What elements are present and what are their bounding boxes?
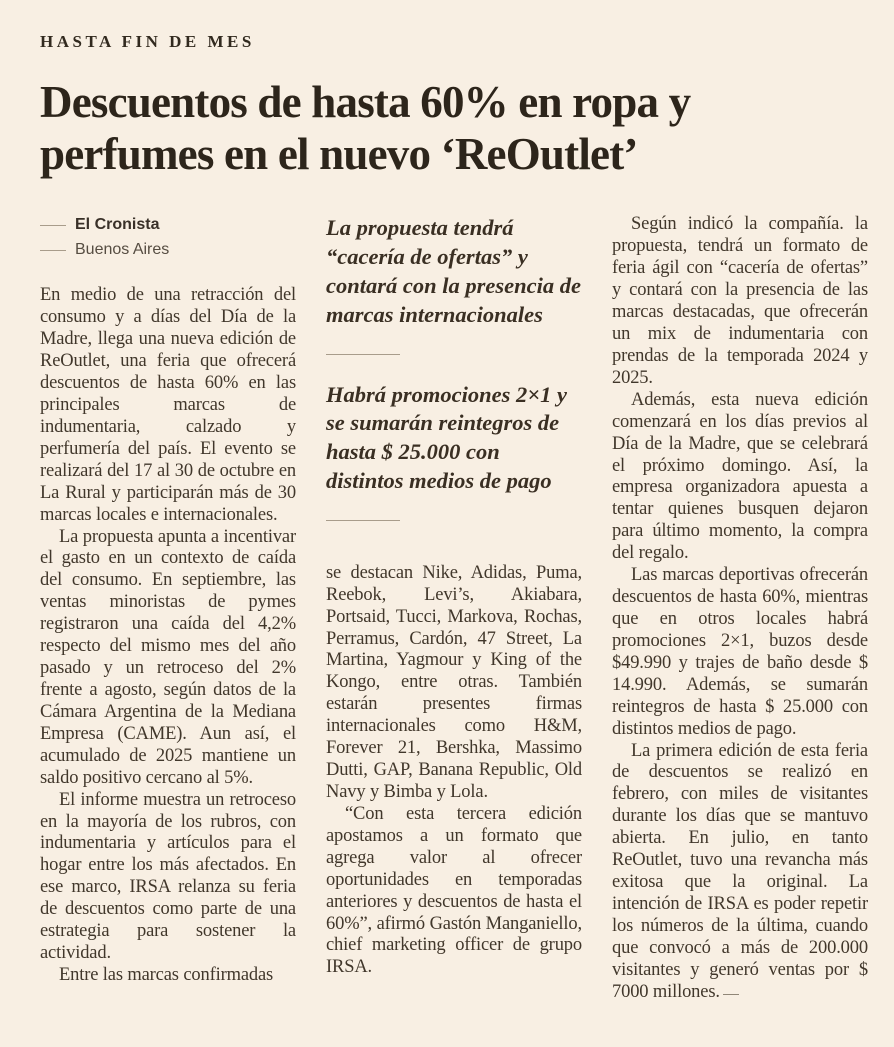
- column-2: La propuesta tendrá “cacería de ofertas”…: [326, 210, 582, 1003]
- column-1: El Cronista Buenos Aires En medio de una…: [40, 210, 296, 1003]
- byline-source-row: El Cronista: [40, 216, 296, 234]
- quote-separator: [326, 353, 400, 355]
- body-paragraph: En medio de una retracción del consumo y…: [40, 285, 296, 525]
- body-paragraph: La primera edición de esta feria de desc…: [612, 741, 868, 1004]
- pull-quote: Habrá promociones 2×1 y se sumarán reint…: [326, 381, 567, 493]
- byline-dash-icon: [40, 224, 66, 226]
- article-columns: El Cronista Buenos Aires En medio de una…: [40, 210, 870, 1003]
- body-paragraph: La propuesta apunta a incentivar el gast…: [40, 526, 296, 788]
- body-paragraph: Además, esta nueva edición comenzará en …: [612, 389, 868, 564]
- byline-location: Buenos Aires: [75, 241, 170, 259]
- byline: El Cronista Buenos Aires: [40, 216, 296, 259]
- body-paragraph: Las marcas deportivas ofrecerán descuent…: [612, 565, 868, 739]
- pull-quote: La propuesta tendrá “cacería de ofertas”…: [326, 215, 581, 327]
- body-paragraph: Entre las marcas confirmadas: [59, 964, 274, 985]
- body-paragraph: “Con esta tercera edición apostamos a un…: [326, 803, 582, 978]
- body-paragraph: El informe muestra un retroceso en la ma…: [40, 789, 296, 964]
- quote-separator: [326, 519, 400, 521]
- headline: Descuentos de hasta 60% en ropa y perfum…: [40, 77, 691, 180]
- byline-location-row: Buenos Aires: [40, 241, 296, 259]
- byline-dash-icon: [40, 249, 66, 251]
- body-paragraph: Según indicó la compañía. la propuesta, …: [612, 214, 868, 388]
- article-end-mark-icon: [722, 993, 739, 995]
- column-3: Según indicó la compañía. la propuesta, …: [612, 210, 868, 1003]
- byline-source: El Cronista: [75, 216, 160, 234]
- kicker: HASTA FIN DE MES: [40, 32, 255, 51]
- body-paragraph-text: La primera edición de esta feria de desc…: [612, 740, 868, 1002]
- body-paragraph: se destacan Nike, Adidas, Puma, Reebok, …: [326, 562, 582, 802]
